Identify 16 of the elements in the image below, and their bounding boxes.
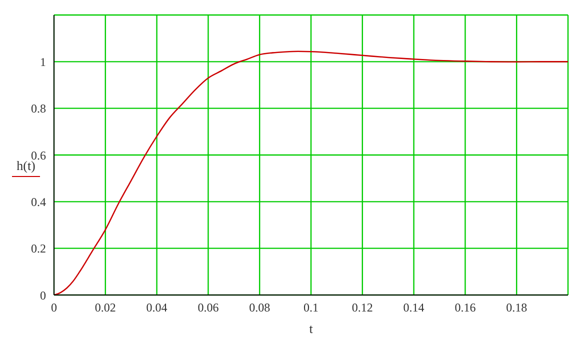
y-tick-label: 0.2 xyxy=(31,242,46,256)
y-tick-label: 0.4 xyxy=(31,194,46,209)
x-tick-label: 0.04 xyxy=(146,300,168,315)
x-tick-label: 0.06 xyxy=(198,300,219,315)
x-tick-label: 0 xyxy=(51,300,57,315)
x-tick-label: 0.1 xyxy=(304,300,318,315)
y-tick-label: 1 xyxy=(40,54,46,69)
x-tick-label: 0.18 xyxy=(506,300,528,315)
x-tick-label: 0.16 xyxy=(454,300,476,315)
x-tick-label: 0.12 xyxy=(352,300,373,315)
y-tick-label: 0 xyxy=(40,288,46,302)
x-tick-label: 0.02 xyxy=(94,300,116,315)
y-tick-label: 0.8 xyxy=(31,102,46,116)
x-tick-label: 0.14 xyxy=(403,300,424,315)
x-tick-label: 0.08 xyxy=(249,300,270,315)
x-axis-title: t xyxy=(309,321,314,336)
